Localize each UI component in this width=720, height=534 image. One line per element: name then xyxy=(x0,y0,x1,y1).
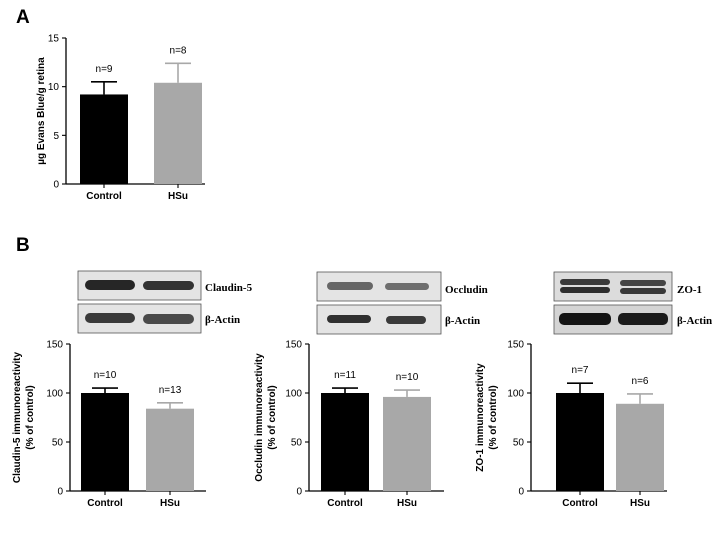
y-axis-label: Occludin immunoreactivity xyxy=(254,353,265,482)
y-tick-label: 50 xyxy=(52,438,64,449)
y-tick-label: 100 xyxy=(46,389,63,400)
y-tick-label: 0 xyxy=(57,487,63,498)
y-tick-label: 50 xyxy=(513,438,525,449)
x-tick-label: Control xyxy=(86,191,122,202)
bar-hsu xyxy=(154,82,202,184)
blot-label-actin-2: β-Actin xyxy=(445,315,480,327)
panel-label-b: B xyxy=(16,235,30,256)
n-label: n=11 xyxy=(334,370,356,381)
blot-zo1: ZO-1 β-Actin xyxy=(553,271,712,335)
x-tick-label: HSu xyxy=(397,498,417,509)
bar-hsu xyxy=(616,403,664,491)
x-tick-label: HSu xyxy=(168,191,188,202)
bar-control xyxy=(556,393,604,491)
blot-label-occludin: Occludin xyxy=(445,284,488,296)
y-tick-label: 150 xyxy=(507,340,524,351)
blot-label-actin-3: β-Actin xyxy=(677,315,712,327)
y-tick-label: 10 xyxy=(48,82,60,93)
blot-label-zo1: ZO-1 xyxy=(677,284,702,296)
n-label: n=9 xyxy=(96,64,113,75)
y-axis-label: (% of control) xyxy=(488,385,499,449)
y-axis-label: ZO-1 immunoreactivity xyxy=(475,363,486,472)
blot-occludin: Occludin β-Actin xyxy=(316,271,488,335)
y-axis-label: Claudin-5 immunoreactivity xyxy=(12,351,23,483)
n-label: n=7 xyxy=(572,365,589,376)
bar-hsu xyxy=(383,396,431,491)
chart-4: 0 50 100 150 n=7 Control n=6 HSu ZO-1 immunoreac… xyxy=(475,340,667,509)
bar-hsu xyxy=(146,408,194,491)
x-tick-label: Control xyxy=(327,498,363,509)
n-label: n=8 xyxy=(170,45,187,56)
bar-control xyxy=(80,94,128,184)
blot-label-claudin5: Claudin-5 xyxy=(205,282,253,294)
blot-label-actin-1: β-Actin xyxy=(205,314,240,326)
y-axis-label: µg Evans Blue/g retina xyxy=(36,57,47,165)
y-tick-label: 5 xyxy=(53,131,59,142)
bar-control xyxy=(321,393,369,491)
y-tick-label: 15 xyxy=(48,34,60,45)
chart-1: 0 5 10 15 n=9 Control n=8 HSu µg Evans Blue/g re… xyxy=(36,34,205,202)
bar-control xyxy=(81,393,129,491)
x-tick-label: HSu xyxy=(630,498,650,509)
y-tick-label: 100 xyxy=(507,389,524,400)
panel-label-a: A xyxy=(16,7,30,28)
n-label: n=13 xyxy=(159,385,182,396)
n-label: n=10 xyxy=(94,370,117,381)
y-tick-label: 50 xyxy=(291,438,303,449)
y-tick-label: 100 xyxy=(285,389,302,400)
x-tick-label: HSu xyxy=(160,498,180,509)
n-label: n=10 xyxy=(396,372,419,383)
blot-claudin5: Claudin-5 β-Actin xyxy=(77,270,253,334)
chart-2: 0 50 100 150 n=10 Control n=13 HSu Claudin-5 imm… xyxy=(12,340,206,509)
chart-3: 0 50 100 150 n=11 Control n=10 HSu Occludin immu… xyxy=(254,340,444,509)
x-tick-label: Control xyxy=(87,498,123,509)
x-tick-label: Control xyxy=(562,498,598,509)
y-tick-label: 0 xyxy=(53,180,59,191)
n-label: n=6 xyxy=(632,376,649,387)
y-tick-label: 150 xyxy=(285,340,302,351)
y-axis-label: (% of control) xyxy=(25,385,36,449)
charts: 0 5 10 15 n=9 Control n=8 HSu µg Evans Blue/g re… xyxy=(12,34,667,509)
y-tick-label: 150 xyxy=(46,340,63,351)
y-axis-label: (% of control) xyxy=(267,385,278,449)
y-tick-label: 0 xyxy=(296,487,302,498)
y-tick-label: 0 xyxy=(518,487,524,498)
